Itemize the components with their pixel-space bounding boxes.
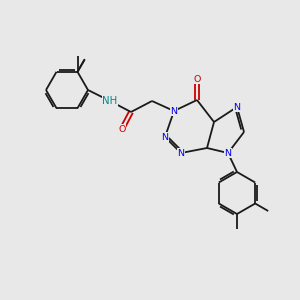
Text: N: N	[170, 106, 178, 116]
Text: N: N	[161, 133, 169, 142]
Text: N: N	[178, 148, 184, 158]
Text: O: O	[118, 124, 126, 134]
Text: NH: NH	[102, 96, 118, 106]
Text: N: N	[233, 103, 241, 112]
Text: N: N	[224, 148, 232, 158]
Text: O: O	[193, 74, 201, 83]
